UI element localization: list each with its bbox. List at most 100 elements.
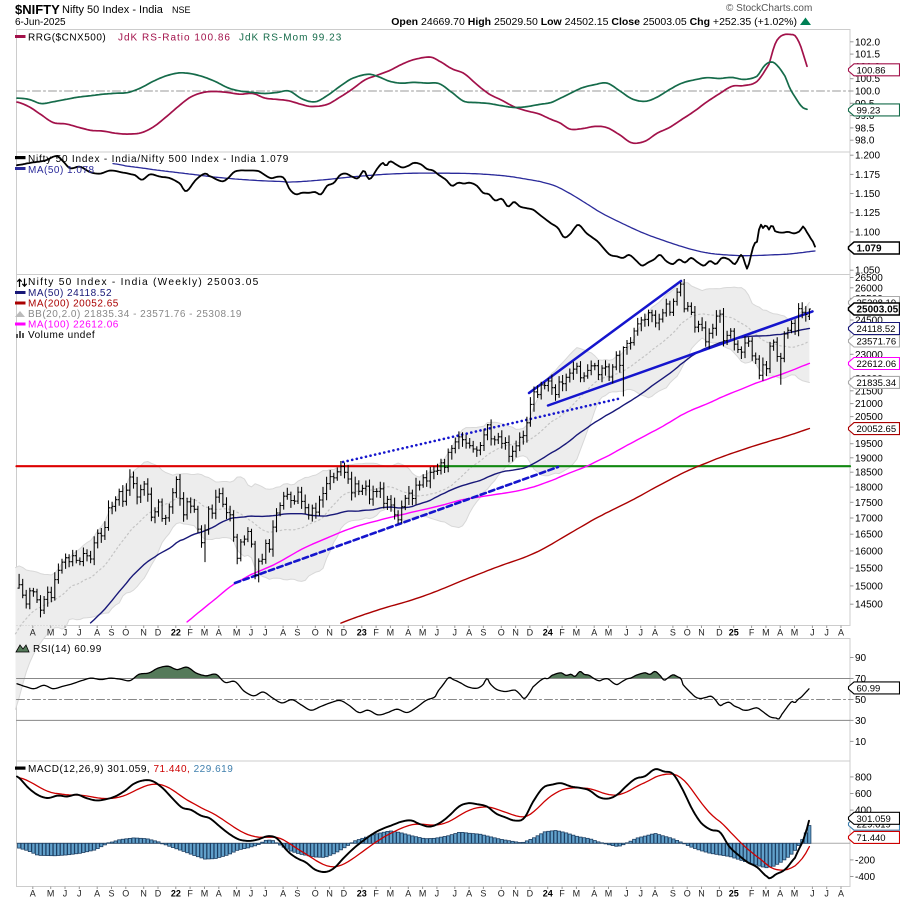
svg-text:J: J	[249, 628, 254, 638]
svg-text:1.100: 1.100	[855, 227, 880, 238]
svg-text:JdK RS-Ratio 100.86: JdK RS-Ratio 100.86	[118, 33, 231, 44]
svg-text:J: J	[63, 628, 68, 638]
svg-text:M: M	[419, 628, 427, 638]
svg-text:O: O	[122, 628, 129, 638]
svg-text:21000: 21000	[855, 399, 883, 410]
svg-text:24: 24	[543, 889, 553, 899]
svg-text:14500: 14500	[855, 600, 883, 611]
svg-text:M: M	[47, 889, 55, 899]
svg-text:J: J	[638, 628, 643, 638]
svg-text:J: J	[249, 889, 254, 899]
svg-text:S: S	[108, 628, 114, 638]
svg-text:M: M	[201, 889, 209, 899]
svg-text:J: J	[435, 889, 440, 899]
svg-text:O: O	[312, 889, 319, 899]
svg-text:O: O	[684, 889, 691, 899]
svg-text:17500: 17500	[855, 498, 883, 509]
svg-text:A: A	[591, 889, 597, 899]
svg-text:18500: 18500	[855, 468, 883, 479]
svg-text:M: M	[233, 628, 241, 638]
svg-text:10: 10	[855, 737, 867, 748]
svg-text:F: F	[187, 889, 193, 899]
svg-text:RRG($CNX500): RRG($CNX500)	[28, 33, 106, 44]
svg-text:JdK RS-Mom 99.23: JdK RS-Mom 99.23	[239, 33, 342, 44]
svg-text:S: S	[294, 889, 300, 899]
svg-text:17000: 17000	[855, 514, 883, 525]
svg-text:O: O	[684, 628, 691, 638]
svg-text:F: F	[187, 628, 193, 638]
svg-text:J: J	[824, 628, 829, 638]
svg-text:16500: 16500	[855, 530, 883, 541]
svg-text:M: M	[233, 889, 241, 899]
svg-text:M: M	[47, 628, 55, 638]
svg-text:J: J	[453, 889, 458, 899]
svg-text:MACD(12,26,9) 301.059, 71.440,: MACD(12,26,9) 301.059, 71.440, 229.619	[28, 764, 233, 775]
svg-text:A: A	[777, 889, 783, 899]
svg-text:23: 23	[357, 889, 367, 899]
svg-text:S: S	[670, 889, 676, 899]
svg-text:O: O	[122, 889, 129, 899]
svg-text:D: D	[155, 628, 162, 638]
svg-text:N: N	[698, 628, 705, 638]
svg-text:25: 25	[729, 628, 739, 638]
svg-text:A: A	[30, 628, 36, 638]
svg-text:16000: 16000	[855, 546, 883, 557]
svg-text:1.200: 1.200	[855, 151, 880, 162]
svg-text:15000: 15000	[855, 581, 883, 592]
svg-text:J: J	[624, 889, 629, 899]
svg-text:N: N	[326, 889, 333, 899]
svg-text:A: A	[216, 889, 222, 899]
svg-text:M: M	[573, 628, 581, 638]
svg-text:23000: 23000	[855, 350, 883, 361]
svg-text:N: N	[140, 889, 147, 899]
svg-text:A: A	[652, 628, 658, 638]
svg-text:D: D	[716, 628, 723, 638]
svg-text:301.059: 301.059	[857, 814, 891, 825]
svg-text:N: N	[698, 889, 705, 899]
svg-text:MA(200) 20052.65: MA(200) 20052.65	[28, 299, 119, 310]
svg-text:RSI(14) 60.99: RSI(14) 60.99	[33, 644, 102, 655]
svg-text:F: F	[373, 628, 379, 638]
svg-text:6-Jun-2025: 6-Jun-2025	[15, 17, 66, 28]
svg-text:S: S	[480, 628, 486, 638]
svg-text:N: N	[140, 628, 147, 638]
svg-text:229.619: 229.619	[857, 820, 891, 831]
svg-text:J: J	[435, 628, 440, 638]
svg-text:102.0: 102.0	[855, 37, 880, 48]
svg-text:101.5: 101.5	[855, 50, 880, 61]
svg-text:A: A	[405, 628, 411, 638]
svg-text:A: A	[280, 628, 286, 638]
svg-text:M: M	[605, 889, 613, 899]
svg-text:Nifty 50 Index - India/Nifty 5: Nifty 50 Index - India/Nifty 500 Index -…	[28, 154, 289, 165]
svg-text:N: N	[326, 628, 333, 638]
svg-text:NSE: NSE	[172, 5, 191, 15]
svg-text:A: A	[591, 628, 597, 638]
svg-text:J: J	[77, 628, 82, 638]
svg-text:24500: 24500	[855, 316, 883, 327]
svg-text:21500: 21500	[855, 386, 883, 397]
svg-text:21835.34: 21835.34	[857, 378, 897, 389]
svg-text:A: A	[466, 628, 472, 638]
svg-text:J: J	[263, 628, 268, 638]
svg-text:A: A	[94, 628, 100, 638]
svg-text:F: F	[559, 628, 565, 638]
svg-text:Volume undef: Volume undef	[28, 330, 95, 341]
svg-text:D: D	[341, 889, 348, 899]
svg-text:-400: -400	[855, 872, 875, 883]
svg-text:J: J	[824, 889, 829, 899]
svg-text:MA(50) 1.078: MA(50) 1.078	[28, 165, 95, 176]
svg-text:S: S	[670, 628, 676, 638]
svg-text:M: M	[605, 628, 613, 638]
svg-text:70: 70	[855, 674, 867, 685]
svg-text:25003.05: 25003.05	[857, 305, 899, 316]
svg-text:A: A	[652, 889, 658, 899]
svg-text:26500: 26500	[855, 273, 883, 284]
svg-text:99.0: 99.0	[855, 111, 875, 122]
svg-text:22612.06: 22612.06	[857, 359, 897, 370]
svg-text:N: N	[512, 628, 519, 638]
svg-text:800: 800	[855, 772, 872, 783]
svg-text:1.150: 1.150	[855, 189, 880, 200]
svg-text:M: M	[791, 889, 799, 899]
svg-text:J: J	[77, 889, 82, 899]
svg-text:MA(50) 24118.52: MA(50) 24118.52	[28, 288, 112, 299]
